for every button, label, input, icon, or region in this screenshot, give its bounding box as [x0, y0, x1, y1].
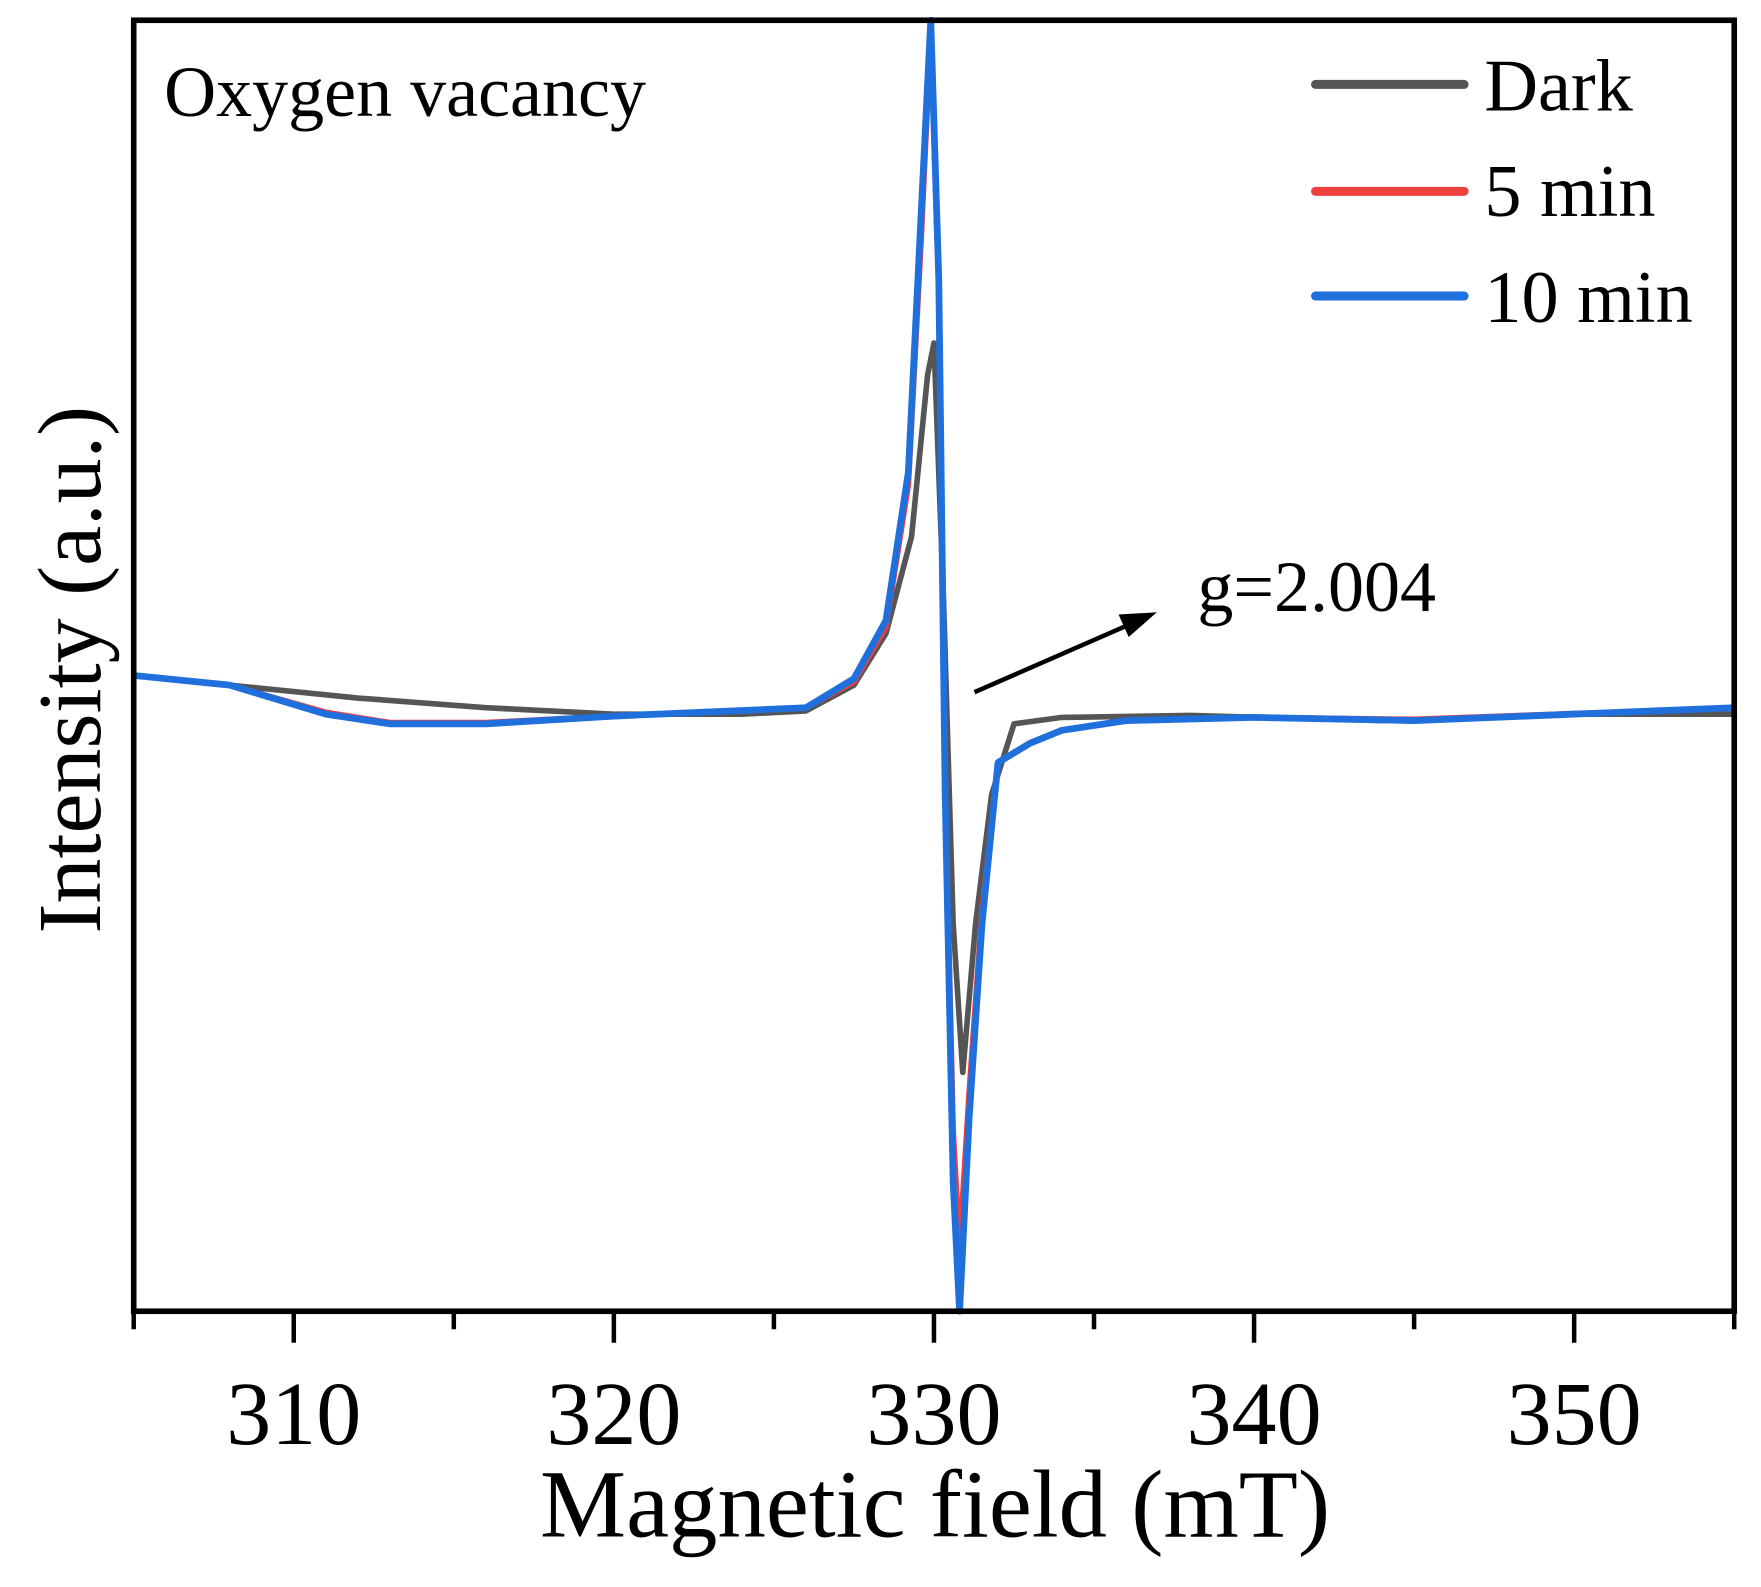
legend: Dark 5 min 10 min — [1311, 45, 1693, 339]
g-value-label: g=2.004 — [1197, 547, 1436, 627]
x-tick-labels: 310 320 330 340 350 — [226, 1365, 1641, 1464]
x-tick-label: 330 — [866, 1365, 1001, 1464]
legend-label: 5 min — [1484, 151, 1655, 233]
y-axis-label: Intensity (a.u.) — [21, 406, 120, 934]
corner-label: Oxygen vacancy — [164, 52, 646, 132]
series-line-10-min — [133, 16, 1735, 1315]
series-line-dark — [133, 340, 1735, 1076]
arrow-head-icon — [1118, 612, 1157, 638]
x-tick-label: 340 — [1187, 1365, 1322, 1464]
legend-label: Dark — [1484, 45, 1633, 127]
series-layer — [133, 16, 1735, 1315]
legend-item-10min: 10 min — [1311, 257, 1693, 339]
g-value-annotation: g=2.004 — [973, 547, 1436, 695]
legend-item-5min: 5 min — [1311, 151, 1656, 233]
x-ticks — [131, 1311, 1737, 1343]
x-tick-label: 310 — [226, 1365, 361, 1464]
arrow-line — [973, 623, 1128, 695]
x-tick-label: 350 — [1507, 1365, 1642, 1464]
x-tick-label: 320 — [546, 1365, 681, 1464]
legend-label: 10 min — [1484, 257, 1692, 339]
x-axis-label: Magnetic field (mT) — [540, 1450, 1330, 1557]
legend-item-dark: Dark — [1311, 45, 1634, 127]
